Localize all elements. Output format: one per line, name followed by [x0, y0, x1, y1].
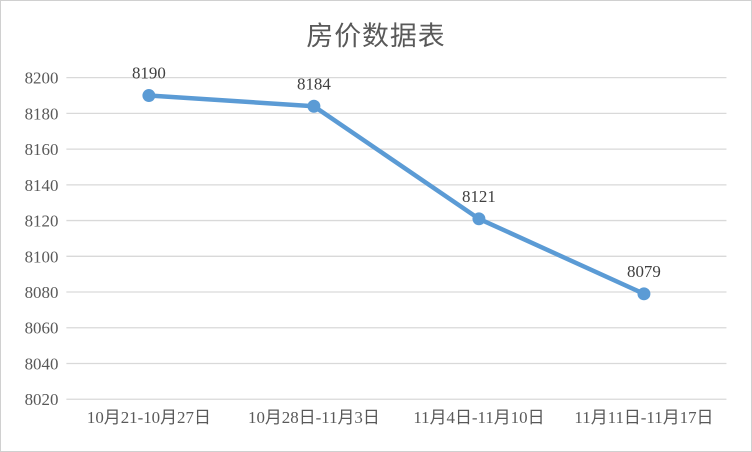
data-point-marker	[472, 212, 486, 226]
y-axis-tick-label: 8100	[25, 247, 59, 266]
data-point-marker	[637, 287, 651, 301]
x-axis-category-label: 10月28日-11月3日	[248, 408, 380, 427]
series-layer: 8190 8184 8121 8079	[132, 64, 661, 301]
y-axis-tick-label: 8120	[25, 212, 59, 231]
data-point-label: 8121	[462, 187, 496, 206]
x-axis-category-label: 10月21-10月27日	[87, 408, 211, 427]
data-point-label: 8190	[132, 64, 166, 83]
y-axis-tick-label: 8040	[25, 354, 59, 373]
y-axis-tick-label: 8020	[25, 390, 59, 409]
data-point-label: 8184	[297, 74, 331, 93]
gridlines-layer	[66, 77, 727, 400]
y-axis-tick-label: 8140	[25, 176, 59, 195]
y-axis-tick-label: 8060	[25, 319, 59, 338]
y-axis-tick-label: 8080	[25, 283, 59, 302]
x-axis-category-label: 11月4日-11月10日	[413, 408, 544, 427]
x-axis-category-label: 11月11日-11月17日	[574, 408, 713, 427]
data-point-label: 8079	[627, 262, 661, 281]
data-point-marker	[142, 89, 156, 102]
data-point-marker	[307, 99, 321, 113]
y-axis-tick-label: 8180	[25, 104, 59, 123]
y-axis-tick-label: 8160	[25, 140, 59, 159]
chart-title: 房价数据表	[306, 21, 445, 51]
y-axis-tick-label: 8200	[25, 69, 59, 88]
price-line	[146, 93, 647, 297]
axis-labels-layer: 8020 8040 8060 8080 8100 8120 8140 8160 8180 8200…	[25, 69, 714, 427]
